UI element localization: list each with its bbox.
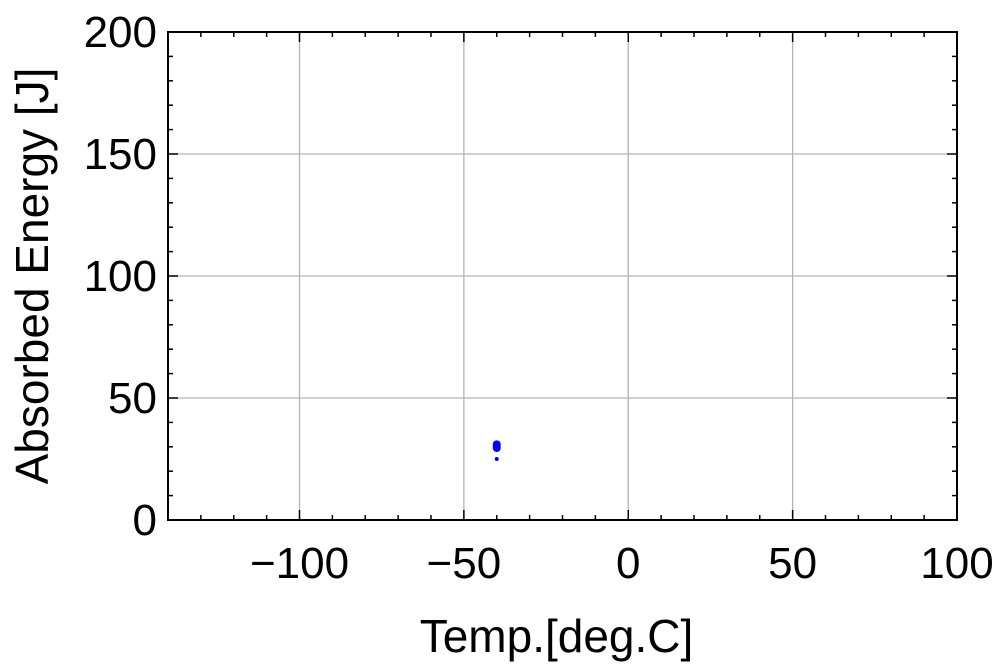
x-tick-label: 100 (920, 539, 993, 588)
y-tick-label: 100 (84, 252, 157, 301)
y-tick-label: 200 (84, 8, 157, 57)
y-tick-label: 50 (108, 374, 157, 423)
x-tick-label: 0 (616, 539, 640, 588)
y-tick-labels: 0 50 100 150 200 (84, 8, 157, 545)
x-axis-title: Temp.[deg.C] (420, 610, 694, 662)
y-tick-label: 0 (133, 496, 157, 545)
y-tick-label: 150 (84, 130, 157, 179)
plot-frame (167, 31, 958, 521)
data-point (492, 444, 501, 453)
data-point (494, 457, 499, 461)
data-points (492, 440, 501, 461)
x-tick-label: −100 (250, 539, 349, 588)
x-tick-label: 50 (768, 539, 817, 588)
x-tick-labels: −100 −50 0 50 100 (250, 539, 994, 588)
grid-lines (168, 32, 957, 520)
y-axis-title: Absorbed Energy [J] (6, 68, 58, 485)
x-tick-label: −50 (427, 539, 502, 588)
